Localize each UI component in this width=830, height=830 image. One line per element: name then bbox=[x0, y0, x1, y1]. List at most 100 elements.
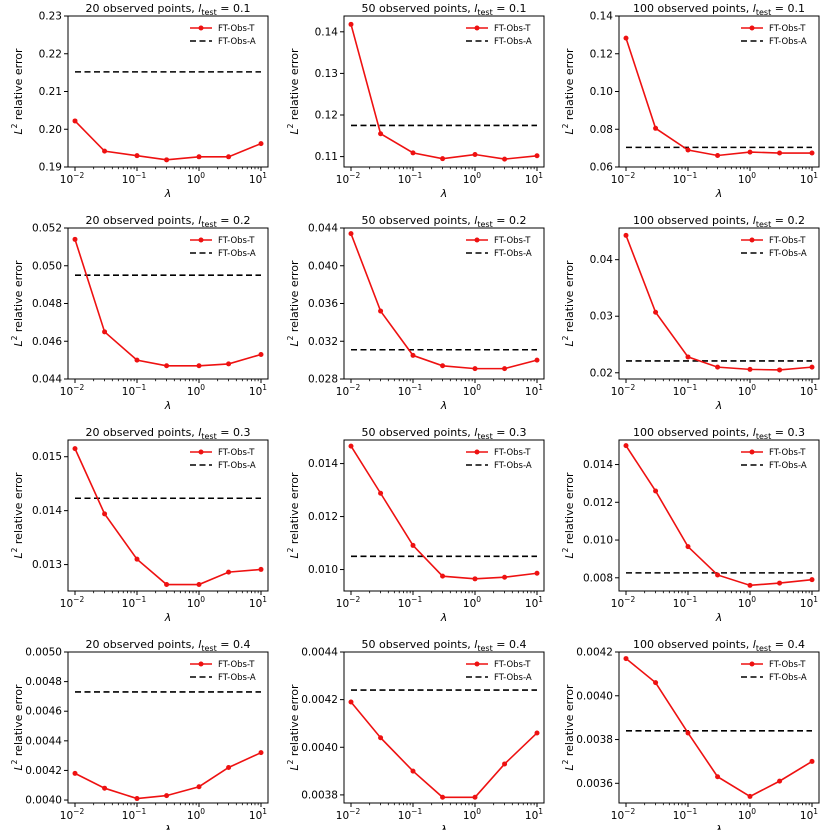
y-tick-label: 0.0040 bbox=[25, 795, 62, 807]
plot-frame bbox=[67, 651, 269, 804]
plot-frame bbox=[343, 651, 545, 804]
y-tick-label: 0.0046 bbox=[25, 706, 62, 718]
x-tick-label: 10−1 bbox=[673, 595, 698, 610]
series-ft-obs-t-point bbox=[378, 308, 384, 314]
y-tick-label: 0.10 bbox=[590, 86, 613, 98]
series-ft-obs-t-point bbox=[685, 730, 691, 736]
y-tick-label: 0.014 bbox=[583, 459, 613, 471]
series-ft-obs-t-point bbox=[102, 329, 108, 335]
legend-ft-obs-a-label: FT-Obs-A bbox=[769, 37, 807, 47]
series-ft-obs-t-point bbox=[777, 367, 783, 373]
series-ft-obs-t-point bbox=[777, 778, 783, 784]
x-axis-label: λ bbox=[440, 611, 448, 624]
x-axis-label: λ bbox=[440, 823, 448, 830]
x-tick-label: 10−2 bbox=[611, 171, 636, 186]
series-ft-obs-t-point bbox=[102, 785, 108, 791]
subplot-4: 20 observed points, ltest = 0.2 0.044 0.04… bbox=[10, 214, 269, 412]
x-axis-label: λ bbox=[440, 399, 448, 412]
plot-frame bbox=[67, 227, 269, 380]
y-tick-label: 0.0044 bbox=[301, 647, 338, 659]
x-tick-label: 10−2 bbox=[60, 595, 85, 610]
legend-ft-obs-t-label: FT-Obs-T bbox=[769, 448, 806, 458]
series-ft-obs-t-point bbox=[348, 699, 354, 705]
y-tick-label: 0.12 bbox=[315, 110, 338, 122]
series-ft-obs-t-point bbox=[378, 131, 384, 137]
x-tick-label: 10−1 bbox=[398, 595, 423, 610]
x-tick-label: 10−1 bbox=[122, 383, 147, 398]
subplot-title: 50 observed points, ltest = 0.4 bbox=[362, 638, 527, 653]
legend-ft-obs-t-label: FT-Obs-T bbox=[769, 660, 806, 670]
y-tick-label: 0.032 bbox=[308, 336, 338, 348]
legend-ft-obs-a-label: FT-Obs-A bbox=[494, 461, 532, 471]
plot-frame bbox=[618, 227, 820, 380]
subplot-title: 20 observed points, ltest = 0.1 bbox=[86, 2, 251, 17]
legend-ft-obs-t-label: FT-Obs-T bbox=[494, 448, 531, 458]
y-tick-label: 0.044 bbox=[32, 374, 62, 386]
y-tick-label: 0.11 bbox=[315, 151, 338, 163]
legend-ft-obs-a-label: FT-Obs-A bbox=[218, 37, 256, 47]
x-tick-label: 10−1 bbox=[122, 595, 147, 610]
subplot-6: 100 observed points, ltest = 0.2 0.02 0.03… bbox=[561, 214, 820, 412]
x-axis-label: λ bbox=[164, 187, 172, 200]
x-tick-label: 100 bbox=[738, 171, 756, 186]
x-axis-label: λ bbox=[164, 399, 172, 412]
subplot-title: 20 observed points, ltest = 0.2 bbox=[86, 214, 251, 229]
subplot-title: 50 observed points, ltest = 0.2 bbox=[362, 214, 527, 229]
series-ft-obs-t-point bbox=[623, 443, 629, 449]
y-tick-label: 0.028 bbox=[308, 374, 338, 386]
series-ft-obs-t-point bbox=[134, 796, 140, 802]
series-ft-obs-t-point bbox=[134, 357, 140, 363]
y-axis-label: L2 relative error bbox=[286, 684, 301, 771]
x-tick-label: 101 bbox=[800, 595, 818, 610]
plot-frame bbox=[67, 15, 269, 168]
x-tick-label: 10−2 bbox=[336, 383, 361, 398]
y-axis-label: L2 relative error bbox=[561, 684, 576, 771]
x-tick-label: 100 bbox=[463, 807, 481, 822]
series-ft-obs-t-point bbox=[258, 750, 264, 756]
y-tick-label: 0.0040 bbox=[301, 742, 338, 754]
y-tick-label: 0.0038 bbox=[576, 734, 613, 746]
subplot-11: 50 observed points, ltest = 0.4 0.0038 0.0… bbox=[286, 638, 545, 830]
x-tick-label: 100 bbox=[738, 595, 756, 610]
legend-ft-obs-a-label: FT-Obs-A bbox=[769, 673, 807, 683]
series-ft-obs-t-point bbox=[72, 118, 78, 124]
series-ft-obs-t-point bbox=[410, 768, 416, 774]
y-tick-label: 0.036 bbox=[308, 298, 338, 310]
series-ft-obs-t-line bbox=[74, 751, 262, 800]
series-ft-obs-t-point bbox=[410, 542, 416, 548]
y-tick-label: 0.14 bbox=[590, 11, 614, 23]
series-ft-obs-t-point bbox=[747, 582, 753, 588]
x-tick-label: 100 bbox=[463, 383, 481, 398]
series-ft-obs-t-point bbox=[809, 577, 815, 583]
series-ft-obs-t-point bbox=[348, 21, 354, 27]
subplot-1: 20 observed points, ltest = 0.1 0.19 0.20 0… bbox=[10, 2, 269, 200]
x-axis-label: λ bbox=[164, 823, 172, 830]
plot-frame bbox=[343, 15, 545, 168]
x-tick-label: 100 bbox=[738, 807, 756, 822]
series-ft-obs-t-point bbox=[72, 446, 78, 452]
x-tick-label: 101 bbox=[525, 807, 543, 822]
legend-ft-obs-t-marker bbox=[749, 449, 755, 455]
series-ft-obs-t-line bbox=[350, 701, 538, 799]
y-tick-label: 0.13 bbox=[315, 68, 338, 80]
y-tick-label: 0.013 bbox=[32, 559, 62, 571]
series-ft-obs-t-point bbox=[715, 572, 721, 578]
subplot-8: 50 observed points, ltest = 0.3 0.010 0.01… bbox=[286, 426, 545, 624]
series-ft-obs-t-point bbox=[472, 152, 478, 158]
series-ft-obs-t-point bbox=[747, 366, 753, 372]
series-ft-obs-t-point bbox=[72, 770, 78, 776]
y-tick-label: 0.0038 bbox=[301, 789, 338, 801]
series-ft-obs-t-point bbox=[348, 231, 354, 237]
legend-ft-obs-t-label: FT-Obs-T bbox=[494, 660, 531, 670]
series-ft-obs-t-point bbox=[164, 793, 170, 799]
legend-ft-obs-t-marker bbox=[198, 237, 204, 243]
series-ft-obs-t-point bbox=[653, 680, 659, 686]
legend-ft-obs-a-label: FT-Obs-A bbox=[769, 249, 807, 259]
subplot-7: 20 observed points, ltest = 0.3 0.013 0.01… bbox=[10, 426, 269, 624]
legend-ft-obs-a-label: FT-Obs-A bbox=[218, 461, 256, 471]
subplot-5: 50 observed points, ltest = 0.2 0.028 0.03… bbox=[286, 214, 545, 412]
series-ft-obs-t-point bbox=[196, 582, 202, 588]
x-tick-label: 10−1 bbox=[398, 171, 423, 186]
series-ft-obs-t-point bbox=[809, 150, 815, 156]
y-tick-label: 0.044 bbox=[308, 223, 338, 235]
